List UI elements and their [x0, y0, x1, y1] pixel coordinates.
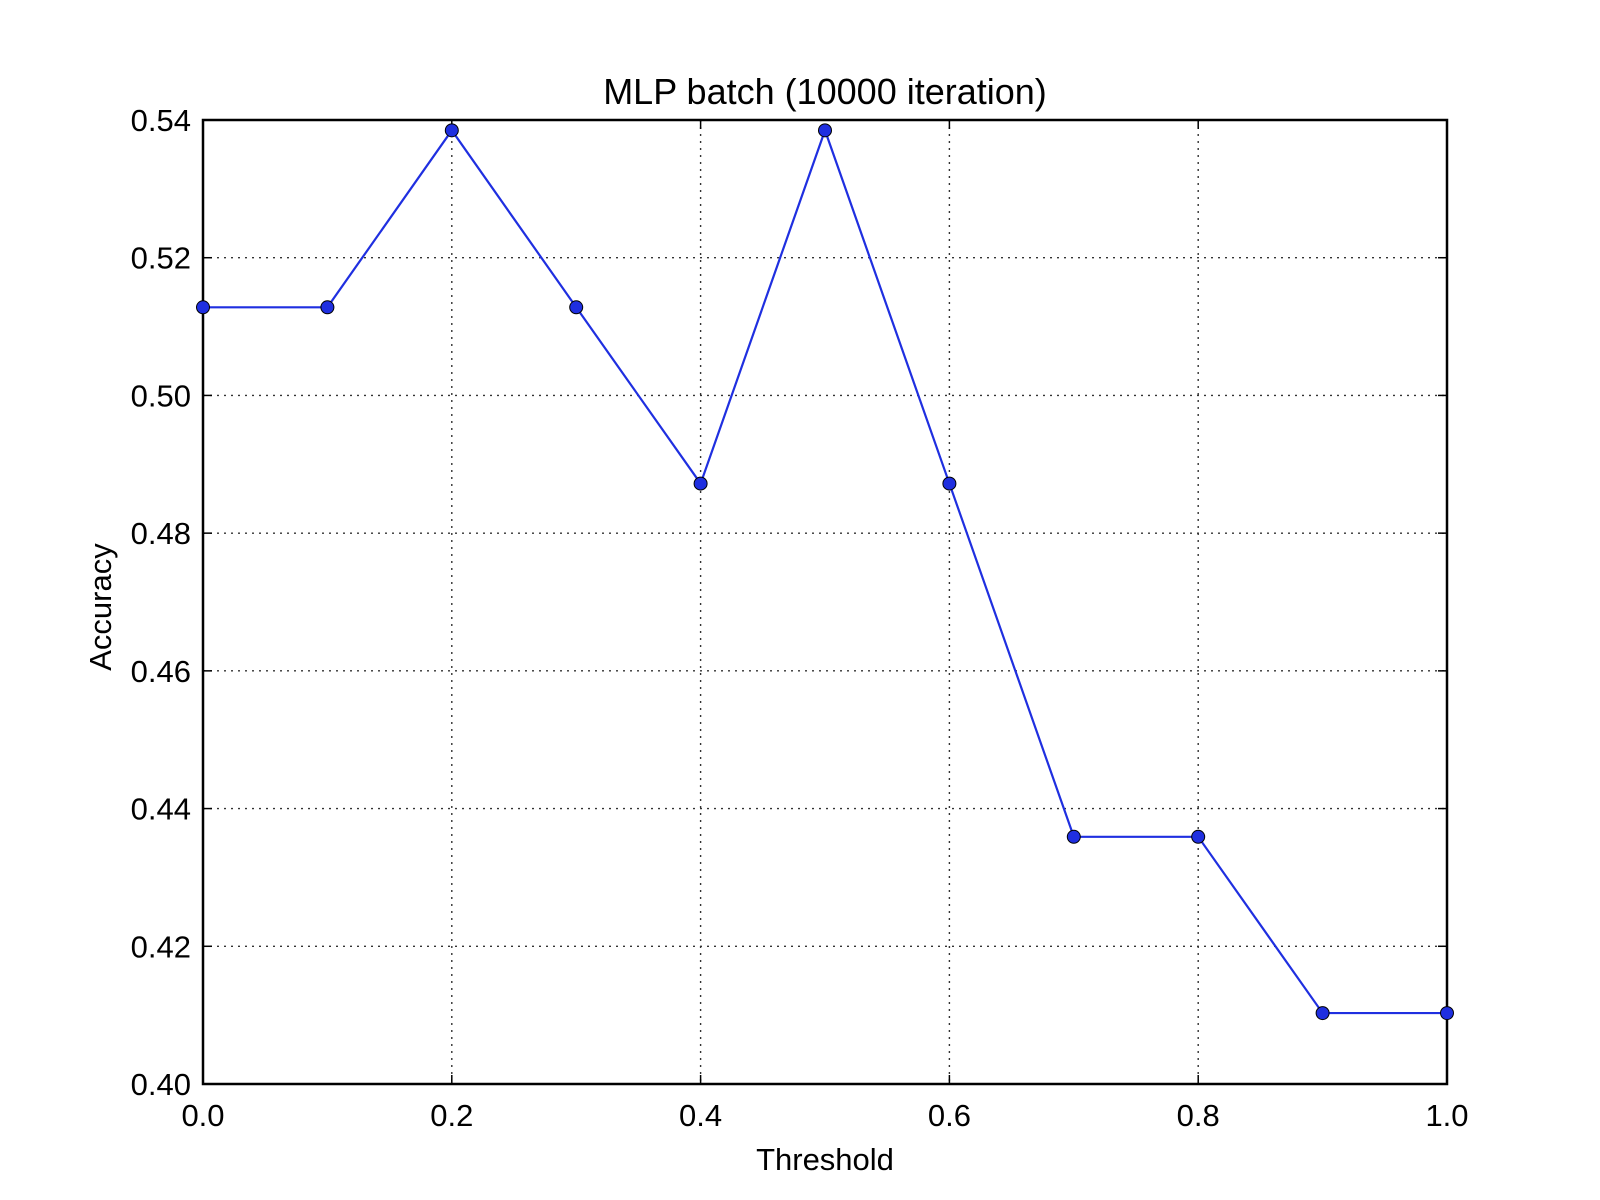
- data-point: [1066, 829, 1081, 844]
- plot-area-frame: [201, 118, 1449, 1086]
- y-tick-label: 0.48: [131, 516, 191, 551]
- data-point: [444, 123, 459, 138]
- x-axis-label: Threshold: [756, 1142, 894, 1177]
- x-tick-label: 0.2: [430, 1098, 473, 1133]
- y-axis-label: Accuracy: [83, 543, 118, 671]
- data-point: [569, 300, 584, 315]
- y-tick-label: 0.54: [131, 103, 191, 138]
- y-tick-label: 0.42: [131, 929, 191, 964]
- y-tick-label: 0.46: [131, 654, 191, 689]
- y-tick-label: 0.50: [131, 378, 191, 413]
- y-tick-label: 0.52: [131, 241, 191, 276]
- data-point: [942, 476, 957, 491]
- x-tick-label: 0.6: [928, 1098, 971, 1133]
- series-line: [203, 127, 1447, 1015]
- data-point: [320, 300, 335, 315]
- grid: [203, 120, 1447, 1084]
- y-tick-label: 0.44: [131, 792, 191, 827]
- x-tick-label: 0.8: [1177, 1098, 1220, 1133]
- data-point: [818, 123, 832, 138]
- data-point: [1440, 1006, 1454, 1021]
- axis-ticks: [202, 119, 1448, 1085]
- data-point: [1315, 1006, 1330, 1021]
- y-tick-label: 0.40: [131, 1067, 191, 1102]
- x-tick-label: 1.0: [1425, 1098, 1468, 1133]
- x-tick-label: 0.0: [181, 1098, 224, 1133]
- data-point: [196, 300, 210, 315]
- x-tick-label: 0.4: [679, 1098, 722, 1133]
- data-series: [196, 123, 1454, 1021]
- data-point: [1191, 829, 1206, 844]
- data-point: [693, 476, 708, 491]
- tick-labels: 0.0 0.2 0.4 0.6 0.8 1.0 0.40 0.42 0.44 0.46 0.48 0.…: [131, 103, 1469, 1133]
- chart-title: MLP batch (10000 iteration): [603, 71, 1047, 112]
